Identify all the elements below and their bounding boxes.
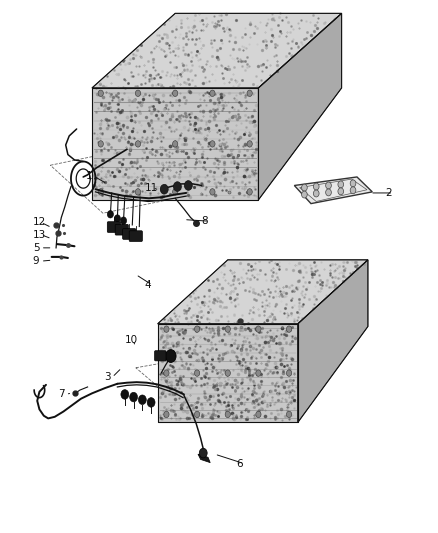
FancyBboxPatch shape: [155, 351, 166, 361]
Text: 11: 11: [145, 183, 158, 192]
Circle shape: [225, 411, 230, 418]
Circle shape: [98, 141, 103, 147]
Text: 5: 5: [33, 243, 39, 253]
Text: 9: 9: [33, 256, 39, 266]
Circle shape: [314, 183, 319, 190]
Circle shape: [225, 370, 230, 376]
Polygon shape: [92, 88, 258, 200]
Text: 6: 6: [237, 459, 243, 469]
Circle shape: [194, 411, 200, 418]
Circle shape: [107, 211, 113, 218]
Circle shape: [256, 411, 261, 418]
Circle shape: [194, 326, 200, 333]
Polygon shape: [92, 13, 342, 88]
Circle shape: [135, 90, 141, 96]
Circle shape: [173, 90, 178, 96]
Circle shape: [301, 184, 307, 191]
Circle shape: [338, 188, 343, 195]
Circle shape: [350, 180, 356, 187]
FancyBboxPatch shape: [123, 229, 136, 239]
Circle shape: [314, 190, 319, 197]
Circle shape: [160, 184, 168, 194]
Circle shape: [326, 182, 331, 189]
Circle shape: [338, 181, 343, 188]
FancyBboxPatch shape: [107, 222, 120, 232]
Circle shape: [173, 141, 178, 147]
Circle shape: [164, 326, 169, 333]
Circle shape: [135, 141, 141, 147]
Circle shape: [166, 350, 176, 362]
Circle shape: [326, 189, 331, 196]
Polygon shape: [298, 260, 368, 422]
Circle shape: [164, 370, 169, 376]
Circle shape: [301, 191, 307, 198]
Circle shape: [98, 189, 103, 195]
Circle shape: [256, 370, 261, 376]
Circle shape: [286, 411, 292, 418]
Circle shape: [286, 370, 292, 376]
Text: 2: 2: [385, 188, 392, 198]
Circle shape: [350, 187, 356, 193]
Circle shape: [98, 90, 103, 96]
Circle shape: [121, 390, 129, 399]
Polygon shape: [294, 177, 372, 204]
Circle shape: [210, 90, 215, 96]
Text: 8: 8: [201, 216, 208, 226]
Circle shape: [256, 326, 261, 333]
Circle shape: [120, 217, 127, 224]
Circle shape: [130, 392, 138, 402]
Circle shape: [147, 398, 155, 407]
Circle shape: [184, 181, 192, 190]
Polygon shape: [258, 13, 342, 200]
Circle shape: [199, 448, 207, 458]
FancyBboxPatch shape: [115, 224, 128, 235]
Polygon shape: [158, 260, 368, 324]
Circle shape: [247, 141, 252, 147]
Circle shape: [247, 90, 252, 96]
Circle shape: [225, 326, 230, 333]
Circle shape: [164, 411, 169, 418]
Circle shape: [173, 182, 181, 191]
Text: 7: 7: [58, 390, 64, 399]
Circle shape: [114, 215, 120, 222]
Circle shape: [173, 189, 178, 195]
Text: 10: 10: [125, 335, 138, 345]
Circle shape: [210, 189, 215, 195]
Polygon shape: [198, 454, 210, 463]
Polygon shape: [158, 324, 298, 422]
Circle shape: [247, 189, 252, 195]
Circle shape: [135, 189, 141, 195]
Text: 12: 12: [33, 217, 46, 227]
Text: 13: 13: [33, 230, 46, 239]
FancyBboxPatch shape: [129, 231, 142, 241]
Text: 3: 3: [104, 373, 111, 382]
Text: 1: 1: [85, 171, 92, 181]
Circle shape: [138, 395, 146, 405]
Circle shape: [286, 326, 292, 333]
Circle shape: [210, 141, 215, 147]
Text: 4: 4: [145, 280, 151, 290]
Circle shape: [194, 370, 200, 376]
